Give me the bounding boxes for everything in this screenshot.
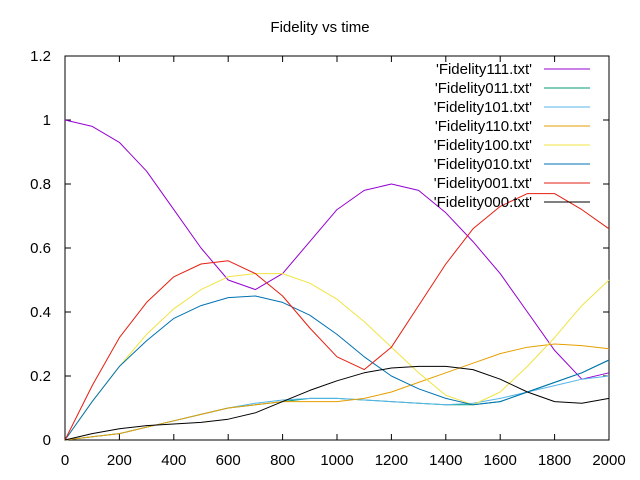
- y-tick-label: 1.2: [30, 48, 51, 65]
- x-tick-label: 1800: [538, 452, 571, 469]
- y-tick-label: 0.8: [30, 176, 51, 193]
- legend-label-4: 'Fidelity100.txt': [434, 137, 532, 154]
- y-tick-label: 0.4: [30, 304, 51, 321]
- y-tick-label: 0.2: [30, 368, 51, 385]
- legend-label-5: 'Fidelity010.txt': [434, 156, 532, 173]
- series-line-0: [64, 119, 610, 380]
- x-tick-label: 400: [161, 452, 186, 469]
- chart-title: Fidelity vs time: [270, 19, 369, 36]
- series-lines: [64, 119, 610, 441]
- x-tick-label: 1000: [320, 452, 353, 469]
- legend: 'Fidelity111.txt' 'Fidelity011.txt' 'Fidel…: [434, 61, 590, 211]
- legend-label-3: 'Fidelity110.txt': [435, 118, 532, 135]
- series-line-5: [64, 295, 610, 441]
- x-tick-label: 200: [107, 452, 132, 469]
- series-line-2: [64, 375, 610, 441]
- y-tick-label: 0.6: [30, 240, 51, 257]
- x-tick-label: 2000: [592, 452, 625, 469]
- series-line-7: [64, 365, 610, 441]
- axis-ticks: 0 200 400 600 800 1000 1200 1400 1600 1800 2000 0 0.…: [30, 48, 626, 469]
- series-line-6: [64, 193, 610, 441]
- legend-label-2: 'Fidelity101.txt': [434, 99, 532, 116]
- x-tick-label: 600: [216, 452, 241, 469]
- x-tick-label: 1400: [429, 452, 462, 469]
- legend-label-0: 'Fidelity111.txt': [436, 61, 532, 78]
- legend-label-6: 'Fidelity001.txt': [434, 175, 532, 192]
- y-tick-label: 1: [43, 112, 51, 129]
- legend-label-1: 'Fidelity011.txt': [435, 80, 532, 97]
- y-tick-label: 0: [43, 432, 51, 449]
- x-tick-label: 1600: [484, 452, 517, 469]
- series-line-1: [64, 359, 610, 441]
- x-tick-label: 0: [61, 452, 69, 469]
- legend-label-7: 'Fidelity000.txt': [434, 194, 532, 211]
- series-line-4: [64, 273, 610, 441]
- x-tick-label: 1200: [375, 452, 408, 469]
- x-tick-label: 800: [270, 452, 295, 469]
